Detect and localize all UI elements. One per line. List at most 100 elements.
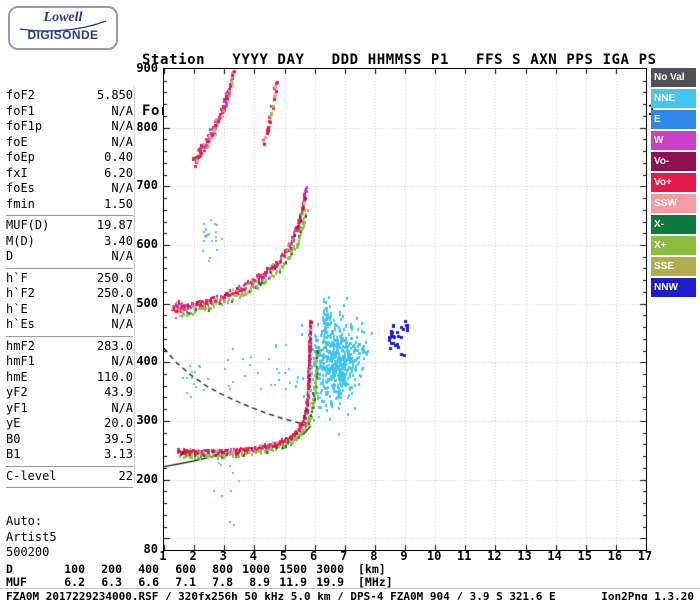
param-value: 5.850 [96, 88, 133, 102]
param-label: foF2 [6, 88, 35, 102]
param-row-hmE: hmE 110.0 [6, 370, 133, 386]
panel-separator-line [134, 86, 135, 483]
param-footer-line-3: 500200 [6, 545, 50, 559]
param-row-foEs: foEs N/A [6, 181, 133, 197]
param-value: N/A [111, 354, 133, 368]
param-label: fxI [6, 165, 28, 180]
x-axis-label-15: 15 [577, 549, 592, 563]
param-value: 3.40 [104, 233, 133, 248]
param-row-foF2: foF2 5.850 [6, 88, 133, 104]
param-row-yF2: yF2 43.9 [6, 385, 133, 401]
logo-brand-lowell: Lowell [43, 10, 83, 25]
x-axis-label-8: 8 [370, 549, 378, 563]
param-group-4: hmF2 283.0 hmF1 N/A hmE 110.0 yF2 43.9 yF1 N/A yE 2… [6, 335, 133, 466]
param-label: hmE [6, 369, 28, 384]
y-axis-label-300: 300 [136, 412, 158, 427]
param-value: 20.0 [104, 416, 133, 430]
x-axis-label-16: 16 [607, 549, 623, 563]
x-axis-label-10: 10 [426, 549, 442, 563]
legend-item-Vo+: Vo+ [651, 173, 696, 192]
param-row-Clevel: C-level 22 [6, 469, 133, 485]
y-axis-label-200: 200 [136, 471, 158, 486]
parameter-panel: foF2 5.850 foF1 N/A foF1p N/A foE N/A foEp 0.40 fx… [6, 86, 133, 488]
legend-item-NNE: NNE [651, 89, 696, 108]
param-value: 39.5 [104, 431, 133, 446]
param-value: 283.0 [96, 338, 133, 353]
param-row-yE: yE 20.0 [6, 416, 133, 432]
param-value: 250.0 [96, 286, 133, 300]
y-axis-label-600: 600 [136, 236, 158, 251]
param-label: yE [6, 416, 21, 430]
param-label: h`Es [6, 317, 35, 331]
param-row-hEs: h`Es N/A [6, 317, 133, 333]
param-row-foEp: foEp 0.40 [6, 150, 133, 166]
x-axis-label-7: 7 [340, 549, 348, 563]
param-value: N/A [111, 119, 133, 133]
param-value: N/A [111, 181, 133, 195]
param-row-foF1p: foF1p N/A [6, 119, 133, 135]
param-label: foF1p [6, 119, 43, 133]
param-row-B1: B1 3.13 [6, 447, 133, 463]
d-row-value-6: 1000 [242, 562, 270, 576]
direction-legend: No Val NNE E W Vo- Vo+ SSW X- X+ SSE NNW [651, 68, 696, 299]
param-label: hmF2 [6, 338, 35, 353]
header-station-line: Station YYYY DAY DDD HHMMSS P1 FFS S AXN… [142, 52, 657, 68]
param-group-1: foF2 5.850 foF1 N/A foF1p N/A foE N/A foEp 0.40 fx… [6, 86, 133, 215]
muf-row: MUF 6.2 6.3 6.6 7.1 7.8 8.9 11.9 19.9 [MHz] [6, 574, 393, 589]
x-axis-label-6: 6 [310, 549, 318, 563]
x-axis-label-2: 2 [189, 549, 197, 563]
param-row-D: D N/A [6, 249, 133, 265]
distance-muf-table: D 100 200 400 600 800 1000 1500 3000 [km] MUF 6.2 6… [6, 563, 393, 588]
param-footer-line-2: Artist5 [6, 529, 57, 544]
muf-row-value-2: 6.3 [101, 574, 122, 589]
status-version: Ion2Png 1.3.20 [601, 590, 694, 600]
x-axis-label-1: 1 [159, 549, 167, 563]
legend-item-E: E [651, 110, 696, 129]
x-axis-label-5: 5 [279, 549, 288, 563]
param-label: h`E [6, 301, 28, 316]
param-value: 0.40 [104, 150, 133, 164]
param-label: h`F2 [6, 286, 35, 300]
param-label: C-level [6, 468, 57, 483]
param-row-yF1: yF1 N/A [6, 401, 133, 417]
param-label: hmF1 [6, 354, 35, 368]
param-group-2: MUF(D) 19.87 M(D) 3.40 D N/A [6, 215, 133, 268]
param-label: foEs [6, 181, 35, 195]
muf-row-value-3: 6.6 [138, 574, 159, 589]
param-label: B1 [6, 447, 21, 461]
muf-row-value-4: 7.1 [175, 574, 196, 589]
ionogram-plot [163, 68, 647, 551]
param-value: N/A [111, 249, 133, 263]
d-row-label: D [6, 562, 13, 576]
d-row: D 100 200 400 600 800 1000 1500 3000 [km] [6, 563, 393, 576]
d-row-value-3: 400 [138, 562, 159, 576]
legend-item-SSW: SSW [651, 194, 696, 213]
param-row-fxI: fxI 6.20 [6, 166, 133, 182]
param-label: foEp [6, 150, 35, 164]
param-value: 1.50 [104, 196, 133, 211]
d-row-value-8: 3000 [316, 562, 344, 576]
y-axis-label-80: 80 [143, 542, 158, 556]
muf-row-value-6: 8.9 [249, 574, 270, 589]
param-label: MUF(D) [6, 218, 50, 232]
d-row-value-7: 1500 [279, 562, 307, 576]
legend-item-X+: X+ [651, 236, 696, 255]
param-label: foE [6, 134, 28, 149]
x-axis-label-12: 12 [487, 549, 502, 563]
param-value: 43.9 [104, 385, 133, 399]
muf-row-value-7: 11.9 [279, 574, 307, 589]
param-row-MUFD: MUF(D) 19.87 [6, 218, 133, 234]
legend-item-W: W [651, 131, 696, 150]
y-axis-label-700: 700 [136, 178, 158, 193]
param-footer-line-1: Auto: [6, 514, 43, 528]
param-value: 22 [118, 468, 133, 483]
status-bar: FZA0M_2017229234000.RSF / 320fx256h 50 k… [6, 590, 694, 600]
x-axis-label-13: 13 [517, 549, 532, 563]
muf-row-value-5: 7.8 [212, 574, 233, 589]
d-row-value-2: 200 [101, 562, 122, 576]
separator-line [0, 588, 700, 589]
x-axis-label-3: 3 [219, 549, 227, 563]
param-row-hF: h`F 250.0 [6, 271, 133, 287]
legend-item-X-: X- [651, 215, 696, 234]
